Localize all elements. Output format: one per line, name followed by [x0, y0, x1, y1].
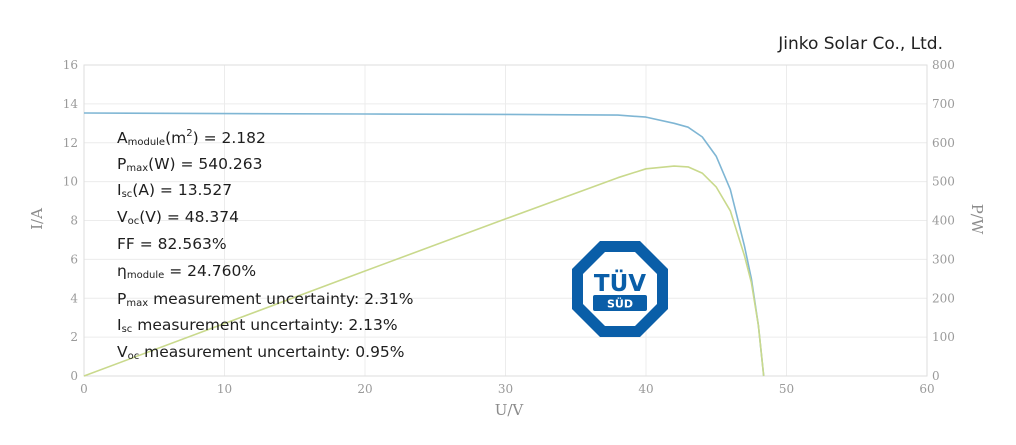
y-left-tick-label: 6 — [70, 252, 78, 266]
y-right-tick-label: 800 — [932, 58, 955, 72]
y-right-axis-ticks: 0 100 200 300 400 500 600 700 800 — [932, 58, 955, 383]
annotation-isc: Isc(A) = 13.527 — [117, 181, 233, 200]
y-left-tick-label: 10 — [63, 175, 78, 189]
x-axis-ticks: 0 10 20 30 40 50 60 — [80, 382, 934, 396]
series-line-power — [83, 165, 765, 377]
annotation-isc-uncertainty: Isc measurement uncertainty: 2.13% — [117, 316, 398, 335]
y-left-tick-label: 12 — [63, 136, 78, 150]
y-left-tick-label: 0 — [70, 369, 78, 383]
grid-lines — [84, 65, 927, 376]
logo-bar — [593, 295, 647, 311]
x-tick-label: 30 — [498, 382, 513, 396]
y-left-tick-label: 8 — [70, 214, 78, 228]
y-right-tick-label: 300 — [932, 252, 955, 266]
x-tick-label: 10 — [217, 382, 232, 396]
plot-border — [83, 64, 928, 377]
y-right-tick-label: 500 — [932, 175, 955, 189]
y-right-tick-label: 700 — [932, 97, 955, 111]
y-right-tick-label: 200 — [932, 291, 955, 305]
x-tick-label: 60 — [919, 382, 934, 396]
y-right-tick-label: 0 — [932, 369, 940, 383]
x-tick-label: 20 — [357, 382, 372, 396]
y-right-tick-label: 100 — [932, 330, 955, 344]
annotation-pmax-uncertainty: Pmax measurement uncertainty: 2.31% — [117, 290, 414, 309]
annotation-voc-uncertainty: Voc measurement uncertainty: 0.95% — [117, 343, 405, 362]
annotation-voc: Voc(V) = 48.374 — [117, 208, 240, 227]
y-right-tick-label: 400 — [932, 214, 955, 228]
logo-text-bottom: SÜD — [607, 297, 633, 311]
annotation-efficiency: ηmodule = 24.760% — [117, 262, 257, 281]
annotation-ff: FF = 82.563% — [117, 235, 227, 253]
y-left-tick-label: 2 — [70, 330, 78, 344]
x-tick-label: 40 — [638, 382, 653, 396]
series-line-current — [83, 112, 765, 377]
x-axis-label: U/V — [495, 401, 525, 419]
company-name: Jinko Solar Co., Ltd. — [777, 34, 943, 54]
annotation-pmax: Pmax(W) = 540.263 — [117, 155, 263, 174]
y-left-tick-label: 14 — [63, 97, 79, 111]
logo-text-top: TÜV — [594, 269, 646, 297]
annotation-area: Amodule(m2) = 2.182 — [117, 128, 266, 148]
plot-area-border — [83, 64, 928, 377]
y-right-axis-label: P/W — [968, 204, 986, 235]
x-tick-label: 0 — [80, 382, 88, 396]
y-left-tick-label: 16 — [63, 58, 78, 72]
tuv-sud-logo: TÜV SÜD — [572, 241, 668, 337]
y-left-axis-ticks: 0 2 4 6 8 10 12 14 16 — [63, 58, 79, 383]
y-left-tick-label: 4 — [70, 291, 78, 305]
y-left-axis-label: I/A — [28, 208, 46, 230]
series-group — [83, 112, 765, 377]
y-right-tick-label: 600 — [932, 136, 955, 150]
x-tick-label: 50 — [779, 382, 794, 396]
